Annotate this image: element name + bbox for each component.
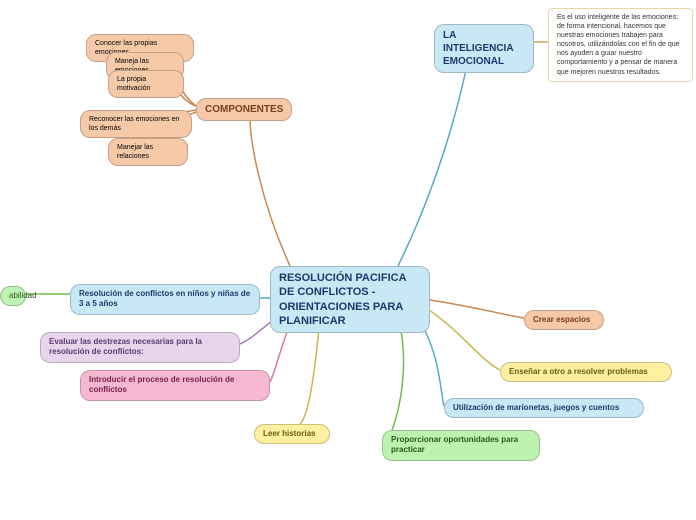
edge-9 xyxy=(426,308,500,370)
inteligencia-desc: Es el uso inteligente de las emociones: … xyxy=(548,8,693,82)
right-node-0[interactable]: Crear espacios xyxy=(524,310,604,330)
left-node-1[interactable]: abilidad xyxy=(0,286,26,306)
left-node-4[interactable]: Leer historias xyxy=(254,424,330,444)
edge-11 xyxy=(392,318,404,430)
left-node-2[interactable]: Evaluar las destrezas necesarias para la… xyxy=(40,332,240,363)
edge-16 xyxy=(300,318,320,424)
edge-2 xyxy=(250,118,290,266)
componentes-node[interactable]: COMPONENTES xyxy=(196,98,292,121)
right-node-1[interactable]: Enseñar a otro a resolver problemas xyxy=(500,362,672,382)
componente-item-4[interactable]: Manejar las relaciones xyxy=(108,138,188,166)
right-node-2[interactable]: Utilización de marionetas, juegos y cuen… xyxy=(444,398,644,418)
left-node-0[interactable]: Resolución de conflictos en niños y niña… xyxy=(70,284,260,315)
left-node-3[interactable]: Introducir el proceso de resolución de c… xyxy=(80,370,270,401)
edge-8 xyxy=(430,300,524,318)
componente-item-3[interactable]: Reconocer las emociones en los demás xyxy=(80,110,192,138)
edge-0 xyxy=(398,60,468,266)
central-node[interactable]: RESOLUCIÓN PACIFICA DE CONFLICTOS - ORIE… xyxy=(270,266,430,333)
right-node-3[interactable]: Proporcionar oportunidades para practica… xyxy=(382,430,540,461)
componente-item-2[interactable]: La propia motivación xyxy=(108,70,184,98)
inteligencia-node[interactable]: LA INTELIGENCIA EMOCIONAL xyxy=(434,24,534,73)
